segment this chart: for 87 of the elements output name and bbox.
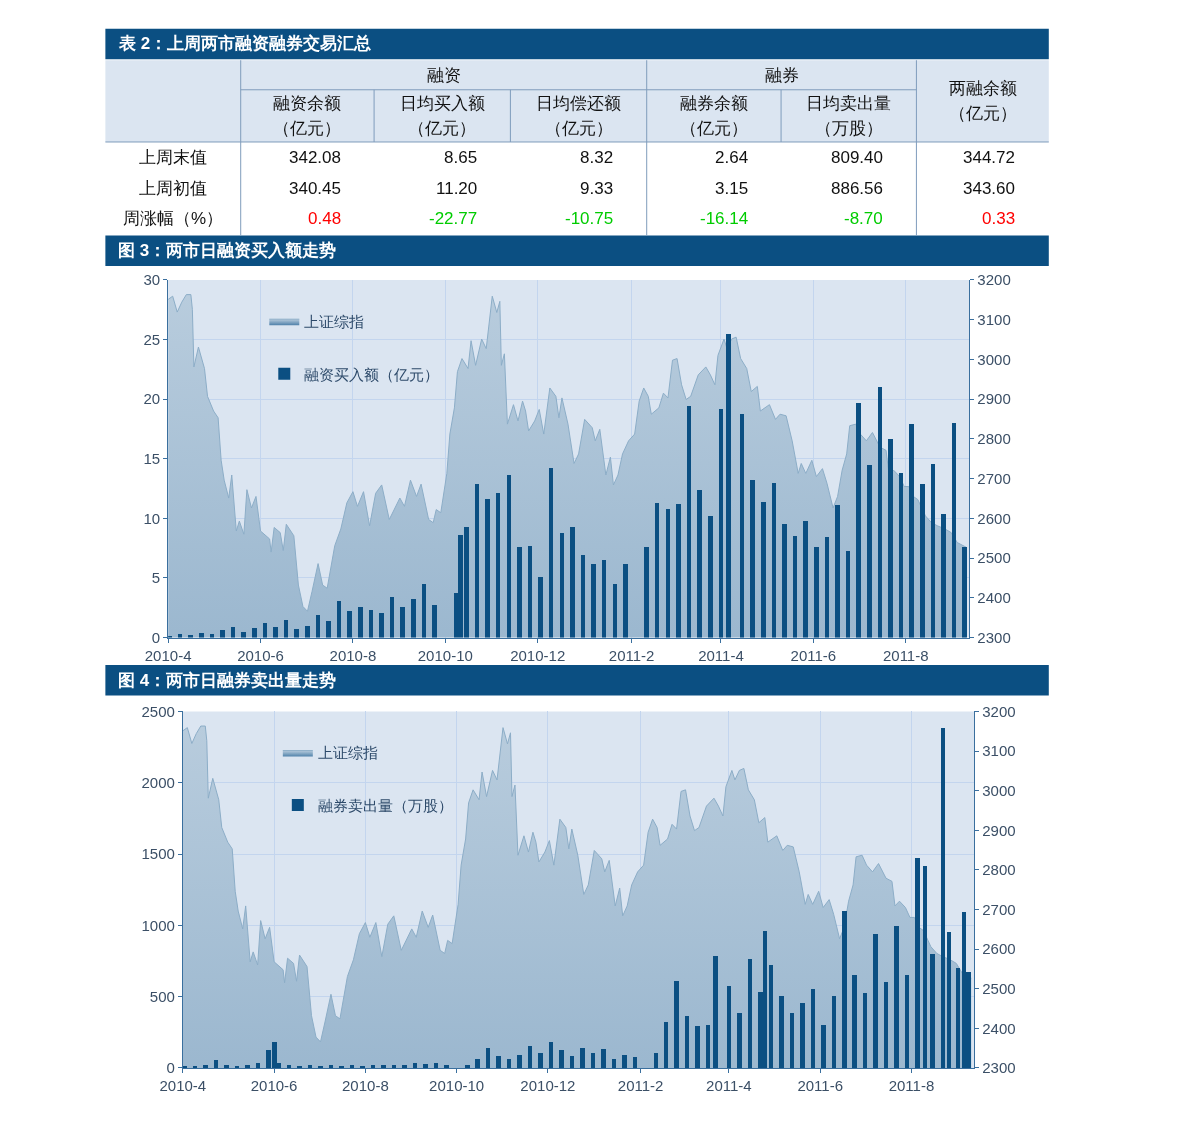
chart-title: 图 4：两市日融券卖出量走势: [118, 671, 337, 690]
y-tick-label: 20: [143, 390, 161, 408]
x-tick-label: 2011-6: [797, 1077, 843, 1094]
text: 2.64: [715, 148, 749, 167]
text: 0.33: [982, 209, 1016, 228]
text: 融资: [427, 66, 461, 85]
x-tick-label: 2011-4: [706, 1077, 752, 1094]
text: 809.40: [831, 148, 883, 167]
y2-tick-label: 2700: [982, 900, 1016, 918]
x-tick-label: 2010-10: [417, 646, 473, 664]
x-tick-label: 2011-2: [608, 646, 655, 664]
x-tick-label: 2011-8: [882, 646, 929, 664]
category-label: 日均买入额（亿元）: [400, 94, 485, 138]
x-tick-label: 2010-12: [510, 646, 566, 664]
text: -16.14: [700, 209, 749, 228]
y-tick-label: 2000: [141, 773, 175, 791]
y2-tick-label: 3200: [977, 271, 1011, 289]
text: -8.70: [844, 209, 883, 228]
text: 344.72: [963, 148, 1015, 167]
text: -22.77: [429, 209, 478, 228]
text: 0.48: [308, 209, 342, 228]
x-tick-label: 2010-10: [429, 1077, 485, 1094]
category-label: 上周初值: [139, 179, 207, 198]
text: 融券: [765, 66, 799, 85]
text: 8.65: [444, 148, 478, 167]
y2-tick-label: 2800: [977, 430, 1011, 448]
category-label: 日均偿还额（亿元）: [536, 94, 621, 138]
x-tick-label: 2010-4: [144, 646, 192, 664]
y2-tick-label: 2600: [977, 509, 1011, 527]
text: 3.15: [715, 179, 749, 198]
category-label: 融资余额（亿元）: [273, 94, 341, 138]
x-tick-label: 2010-4: [159, 1077, 207, 1094]
x-tick-label: 2011-6: [790, 646, 837, 664]
text: 11.20: [436, 179, 478, 198]
y-tick-label: 1500: [141, 845, 175, 863]
y-tick-label: 0: [151, 628, 161, 646]
y2-tick-label: 2300: [982, 1059, 1016, 1077]
category-label: 融券余额（亿元）: [680, 94, 748, 138]
y2-tick-label: 2900: [977, 390, 1011, 408]
legend-label: 上证综指: [317, 744, 378, 763]
legend-label: 融券卖出量（万股）: [317, 796, 453, 815]
y-tick-label: 500: [149, 987, 175, 1005]
legend-label: 上证综指: [304, 313, 365, 332]
y-tick-label: 30: [143, 271, 161, 289]
y2-tick-label: 3000: [982, 781, 1016, 799]
text: 886.56: [831, 179, 883, 198]
y2-tick-label: 3100: [977, 310, 1011, 328]
y2-tick-label: 2600: [982, 940, 1016, 958]
x-tick-label: 2010-6: [250, 1077, 298, 1094]
y2-tick-label: 3200: [982, 702, 1016, 720]
text: 9.33: [580, 179, 614, 198]
text: 343.60: [963, 179, 1015, 198]
y-tick-label: 15: [143, 449, 161, 467]
y2-tick-label: 2400: [977, 589, 1011, 607]
x-tick-label: 2010-8: [329, 646, 377, 664]
legend-label: 融资买入额（亿元）: [304, 365, 440, 384]
category-label: 日均卖出量（万股）: [806, 94, 891, 138]
y2-tick-label: 3100: [982, 742, 1016, 760]
category-label: 两融余额（亿元）: [949, 79, 1017, 123]
x-tick-label: 2011-2: [617, 1077, 664, 1094]
y-tick-label: 0: [166, 1059, 175, 1077]
y2-tick-label: 2500: [982, 980, 1016, 997]
category-label: 上周末值: [139, 148, 207, 167]
text: 8.32: [580, 148, 614, 167]
text: 342.08: [289, 148, 341, 167]
category-label: 周涨幅（%）: [123, 209, 224, 228]
x-tick-label: 2011-8: [888, 1077, 935, 1094]
y2-tick-label: 2800: [982, 861, 1016, 879]
x-tick-label: 2010-6: [237, 646, 284, 664]
y-tick-label: 25: [143, 330, 161, 348]
y2-tick-label: 2500: [977, 549, 1011, 567]
chart-title: 图 3：两市日融资买入额走势: [118, 241, 337, 260]
y-tick-label: 2500: [141, 702, 175, 720]
y2-tick-label: 2900: [982, 821, 1016, 839]
text: 表 2：上周两市融资融券交易汇总: [118, 34, 372, 53]
x-tick-label: 2011-4: [698, 646, 744, 664]
y2-tick-label: 2400: [982, 1019, 1016, 1037]
y-tick-label: 10: [143, 509, 161, 527]
y2-tick-label: 2700: [977, 469, 1011, 487]
y2-tick-label: 3000: [977, 350, 1011, 368]
x-tick-label: 2010-12: [520, 1077, 576, 1094]
text: -10.75: [565, 209, 614, 228]
text: 340.45: [289, 179, 341, 198]
x-tick-label: 2010-8: [342, 1077, 389, 1094]
y2-tick-label: 2300: [977, 628, 1011, 646]
y-tick-label: 5: [151, 569, 161, 587]
y-tick-label: 1000: [141, 916, 175, 934]
